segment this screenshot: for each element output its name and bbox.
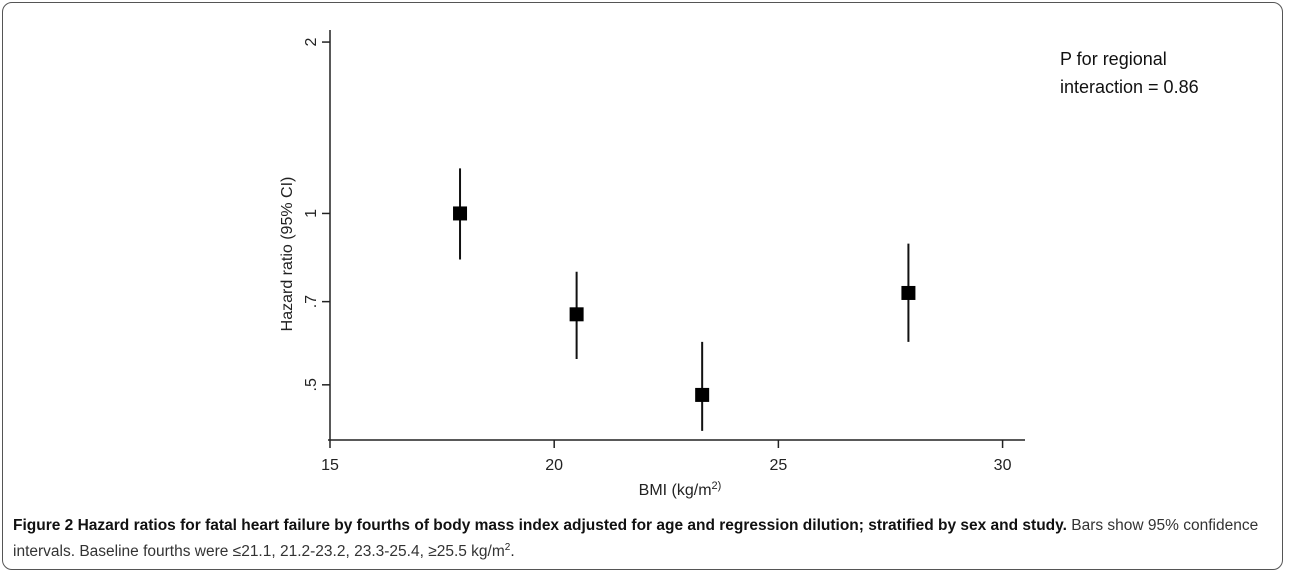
x-tick-label: 15 (321, 457, 339, 474)
data-point-marker (901, 285, 916, 300)
annotation-line-2: interaction = 0.86 (1060, 77, 1199, 97)
caption-label: Figure 2 Hazard ratios for fatal heart f… (13, 517, 1067, 534)
data-point-marker (695, 387, 710, 402)
data-point-marker (453, 206, 468, 221)
x-axis-title-text: BMI (kg/m (639, 482, 712, 499)
y-axis-title: Hazard ratio (95% CI) (279, 177, 296, 332)
x-axis-title: BMI (kg/m2) (639, 480, 722, 499)
data-marks (453, 168, 916, 431)
caption-body: Bars show 95% confidence intervals. Base… (13, 517, 1259, 561)
annotation-line-1: P for regional (1060, 49, 1167, 69)
axes: 15 20 25 30 .5 .7 1 2 (303, 30, 1025, 474)
x-tick-label: 30 (994, 457, 1012, 474)
caption-end: . (510, 543, 515, 561)
x-tick-label: 20 (545, 457, 563, 474)
y-tick-label: 1 (303, 209, 320, 218)
y-tick-label: 2 (303, 38, 320, 47)
caption-superscript: 2 (504, 542, 511, 553)
chart-plot: 15 20 25 30 .5 .7 1 2 P for regional interactio… (279, 30, 1199, 499)
data-point-marker (569, 307, 584, 322)
y-tick-label: .5 (303, 378, 320, 391)
x-tick-label: 25 (769, 457, 787, 474)
y-tick-label: .7 (303, 295, 320, 308)
figure-caption: Figure 2 Hazard ratios for fatal heart f… (13, 515, 1275, 563)
x-axis-title-superscript: 2) (712, 480, 722, 492)
